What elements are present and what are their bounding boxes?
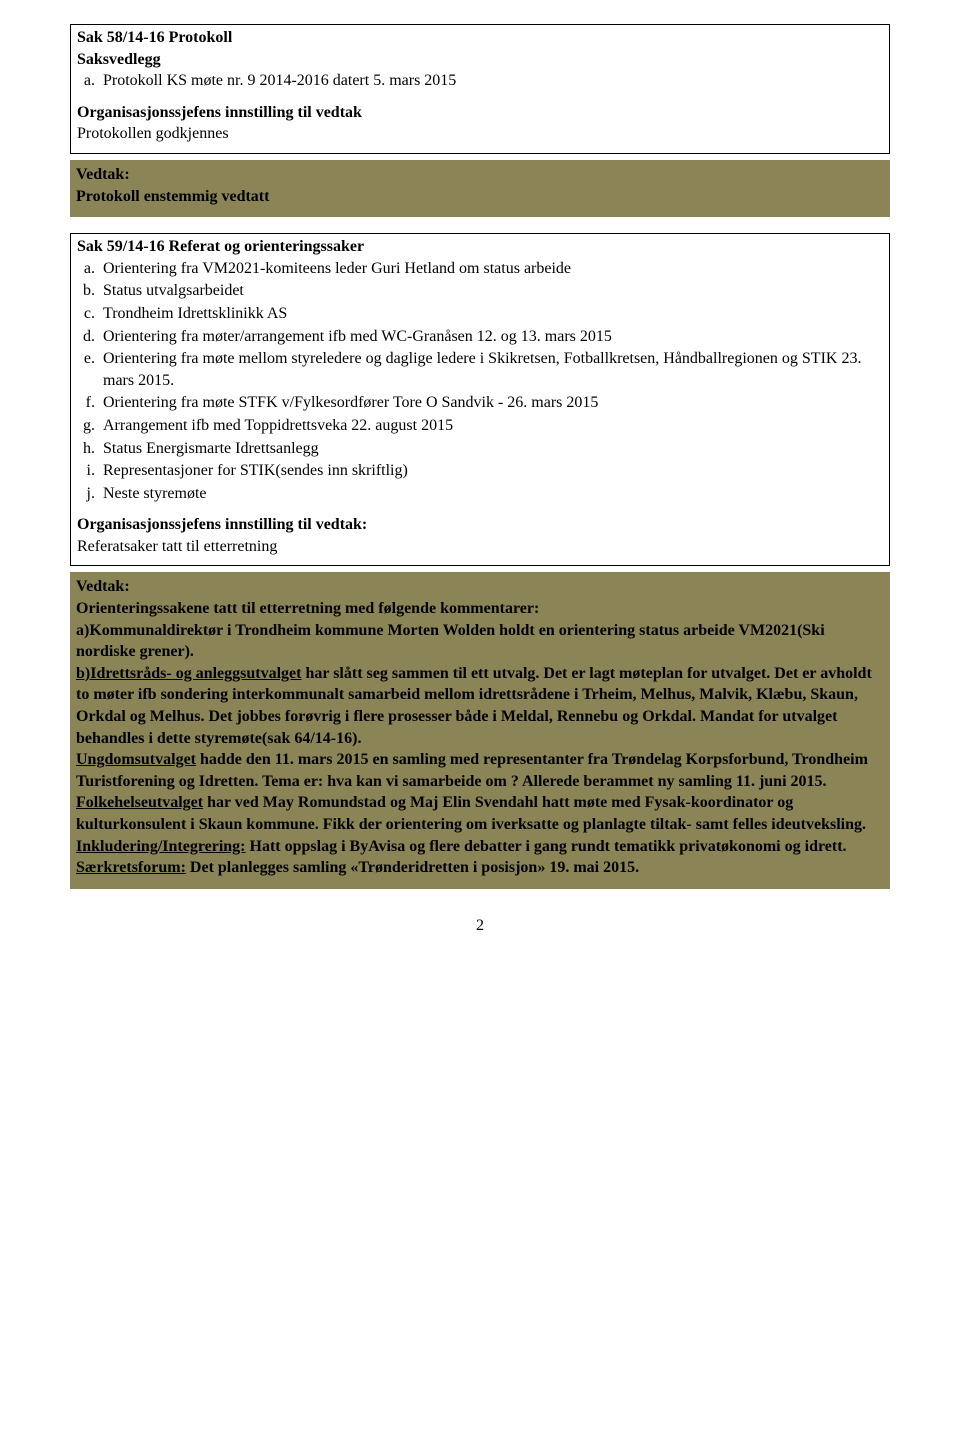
sak59-innstilling-label: Organisasjonssjefens innstilling til ved… [77,514,883,536]
sak59-innstilling-text: Referatsaker tatt til etterretning [77,536,883,558]
vedtak58-box: Vedtak: Protokoll enstemmig vedtatt [70,160,890,217]
sak58-innstilling-text: Protokollen godkjennes [77,123,883,145]
sak59-list: Orientering fra VM2021-komiteens leder G… [77,258,883,505]
vedtak59-item-b: b)Idrettsråds- og anleggsutvalget har sl… [76,663,884,749]
list-item: Representasjoner for STIK(sendes inn skr… [99,460,883,482]
vedtak59-inkl-text: Hatt oppslag i ByAvisa og flere debatter… [246,838,847,855]
list-item: Orientering fra VM2021-komiteens leder G… [99,258,883,280]
vedtak59-box: Vedtak: Orienteringssakene tatt til ette… [70,572,890,888]
vedtak59-saer-text: Det planlegges samling «Trønderidretten … [186,859,639,876]
vedtak59-ung-label: Ungdomsutvalget [76,751,196,768]
sak58-title: Sak 58/14-16 Protokoll [77,27,883,49]
sak58-subheading: Saksvedlegg [77,49,883,71]
vedtak59-item-ung: Ungdomsutvalget hadde den 11. mars 2015 … [76,749,884,792]
vedtak59-label: Vedtak: [76,576,884,598]
list-item: Neste styremøte [99,483,883,505]
sak58-innstilling-label: Organisasjonssjefens innstilling til ved… [77,102,883,124]
vedtak59-item-folk: Folkehelseutvalget har ved May Romundsta… [76,792,884,835]
vedtak59-item-inkl: Inkludering/Integrering: Hatt oppslag i … [76,836,884,858]
vedtak59-intro: Orienteringssakene tatt til etterretning… [76,598,884,620]
list-item: Arrangement ifb med Toppidrettsveka 22. … [99,415,883,437]
sak58-list: Protokoll KS møte nr. 9 2014-2016 datert… [77,70,883,92]
list-item: Orientering fra møte STFK v/Fylkesordfør… [99,392,883,414]
list-item: Orientering fra møter/arrangement ifb me… [99,326,883,348]
vedtak59-item-saer: Særkretsforum: Det planlegges samling «T… [76,857,884,879]
vedtak58-text: Protokoll enstemmig vedtatt [76,186,884,208]
list-item: Protokoll KS møte nr. 9 2014-2016 datert… [99,70,883,92]
list-item: Trondheim Idrettsklinikk AS [99,303,883,325]
page-number: 2 [70,915,890,937]
vedtak59-item-a: a)Kommunaldirektør i Trondheim kommune M… [76,620,884,663]
list-item: Status utvalgsarbeidet [99,280,883,302]
vedtak59-saer-label: Særkretsforum: [76,859,186,876]
vedtak59-folk-label: Folkehelseutvalget [76,794,203,811]
sak59-box: Sak 59/14-16 Referat og orienteringssake… [70,233,890,566]
sak58-box: Sak 58/14-16 Protokoll Saksvedlegg Proto… [70,24,890,154]
list-item: Status Energismarte Idrettsanlegg [99,438,883,460]
vedtak59-b-label: b)Idrettsråds- og anleggsutvalget [76,665,301,682]
list-item: Orientering fra møte mellom styreledere … [99,348,883,391]
sak59-title: Sak 59/14-16 Referat og orienteringssake… [77,236,883,258]
vedtak59-inkl-label: Inkludering/Integrering: [76,838,246,855]
vedtak59-a-label: a)Kommunaldirektør [76,622,223,639]
vedtak58-label: Vedtak: [76,164,884,186]
